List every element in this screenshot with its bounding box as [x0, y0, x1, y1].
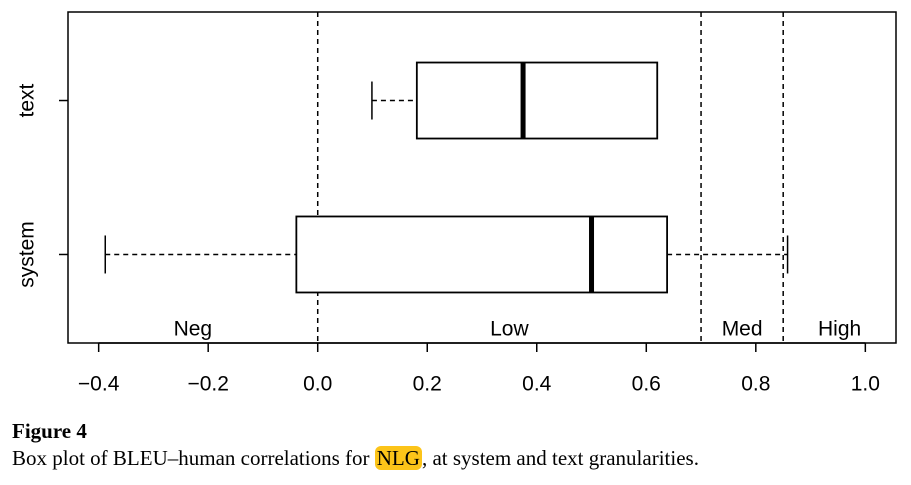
caption-highlight: NLG: [374, 446, 422, 470]
x-tick-label: −0.4: [78, 373, 120, 396]
chart: −0.4 −0.2 0.0 0.2 0.4 0.6 0.8 1.0 Neg Low Med High s…: [16, 11, 897, 396]
region-label: Neg: [174, 318, 213, 341]
y-tick-label: system: [16, 221, 39, 288]
x-tick-label: 0.6: [632, 373, 661, 396]
region-label: Low: [490, 318, 529, 341]
x-tick-label: 0.8: [741, 373, 770, 396]
caption-text: Box plot of BLEU–human correlations for: [12, 446, 375, 470]
caption: Figure 4 Box plot of BLEU–human correlati…: [12, 418, 699, 472]
caption-label: Figure 4: [12, 419, 87, 443]
region-label: High: [818, 318, 861, 341]
x-tick-label: 0.4: [522, 373, 552, 396]
y-tick-label: text: [16, 83, 39, 117]
x-tick-label: 1.0: [851, 373, 880, 396]
region-label: Med: [722, 318, 763, 341]
box: [295, 215, 668, 294]
x-tick-label: −0.2: [187, 373, 228, 396]
caption-text: , at system and text granularities.: [421, 446, 699, 470]
x-tick-label: 0.2: [413, 373, 442, 396]
x-tick-label: 0.0: [303, 373, 332, 396]
box: [415, 61, 659, 140]
